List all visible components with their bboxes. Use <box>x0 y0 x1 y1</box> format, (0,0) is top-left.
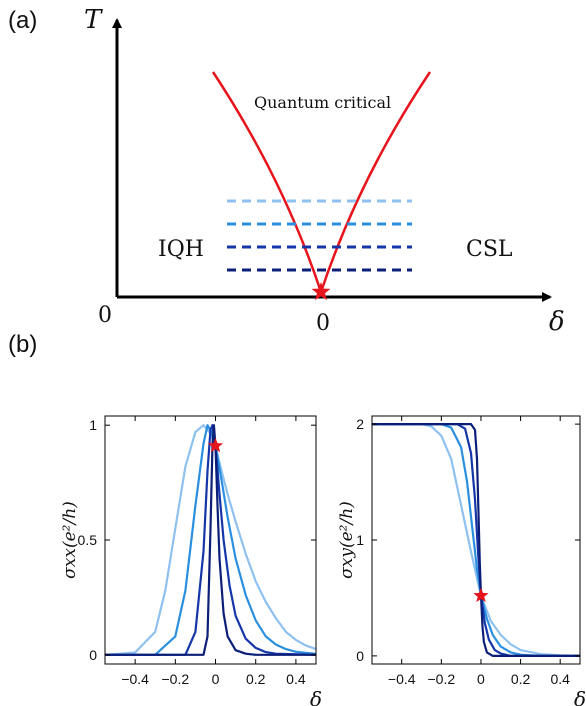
x-tick-label: 0 <box>212 671 220 687</box>
critical-point-star-shape <box>311 282 331 301</box>
x-tick-label: −0.4 <box>388 671 416 687</box>
critical-point-marker <box>473 587 489 603</box>
series-line-3 <box>105 424 317 656</box>
quantum-critical-label: Quantum critical <box>254 93 391 112</box>
x-axis-label: δ <box>310 687 322 706</box>
series-line-1 <box>104 424 317 656</box>
x-tick-label: 0.2 <box>246 671 266 687</box>
x-tick-label: 0.2 <box>511 671 531 687</box>
panel-a-label: (a) <box>8 7 37 34</box>
y-axis-label-T: T <box>84 5 103 35</box>
series-line-4 <box>105 424 316 656</box>
iqh-region-label: IQH <box>158 237 204 262</box>
phase-diagram: (a) T δ 0 0 Quantum critical IQH CSL <box>8 5 565 337</box>
x-axis-label-delta: δ <box>549 307 565 337</box>
sigma-xx-chart: −0.4 −0.2 0 0.2 0.4 0 0.5 1 δ σxx(e²/h) <box>60 415 322 706</box>
right-crossover-boundary <box>319 71 432 293</box>
left-crossover-boundary <box>211 71 323 293</box>
critical-point-marker <box>207 437 224 453</box>
panel-b-label: (b) <box>8 331 37 358</box>
y-tick-label: 0 <box>356 648 364 664</box>
y-tick-label: 0 <box>89 647 97 663</box>
y-tick-label: 0.5 <box>78 532 98 548</box>
series-line-2 <box>105 424 317 656</box>
y-tick-label: 1 <box>356 532 364 548</box>
x-tick-label: 0 <box>477 671 485 687</box>
x-tick-label: 0.4 <box>286 671 306 687</box>
critical-point-star <box>311 282 331 301</box>
origin-label: 0 <box>98 303 112 328</box>
x-axis-label: δ <box>574 687 586 706</box>
x-tick-label: −0.4 <box>121 671 149 687</box>
csl-region-label: CSL <box>466 237 513 262</box>
y-tick-label: 1 <box>89 417 97 433</box>
x-tick-label: −0.2 <box>162 671 190 687</box>
x-tick-label: 0.4 <box>550 671 570 687</box>
y-tick-label: 2 <box>356 416 364 432</box>
series-line-1 <box>372 423 581 657</box>
x-tick-label: −0.2 <box>428 671 456 687</box>
sigma-xy-chart: −0.4 −0.2 0 0.2 0.4 0 1 2 δ σxy(e²/h) <box>337 415 586 706</box>
y-axis-label: σxy(e²/h) <box>337 501 357 579</box>
center-tick-label: 0 <box>316 311 330 336</box>
series-line-4 <box>372 423 580 657</box>
y-axis-label: σxx(e²/h) <box>60 501 80 579</box>
